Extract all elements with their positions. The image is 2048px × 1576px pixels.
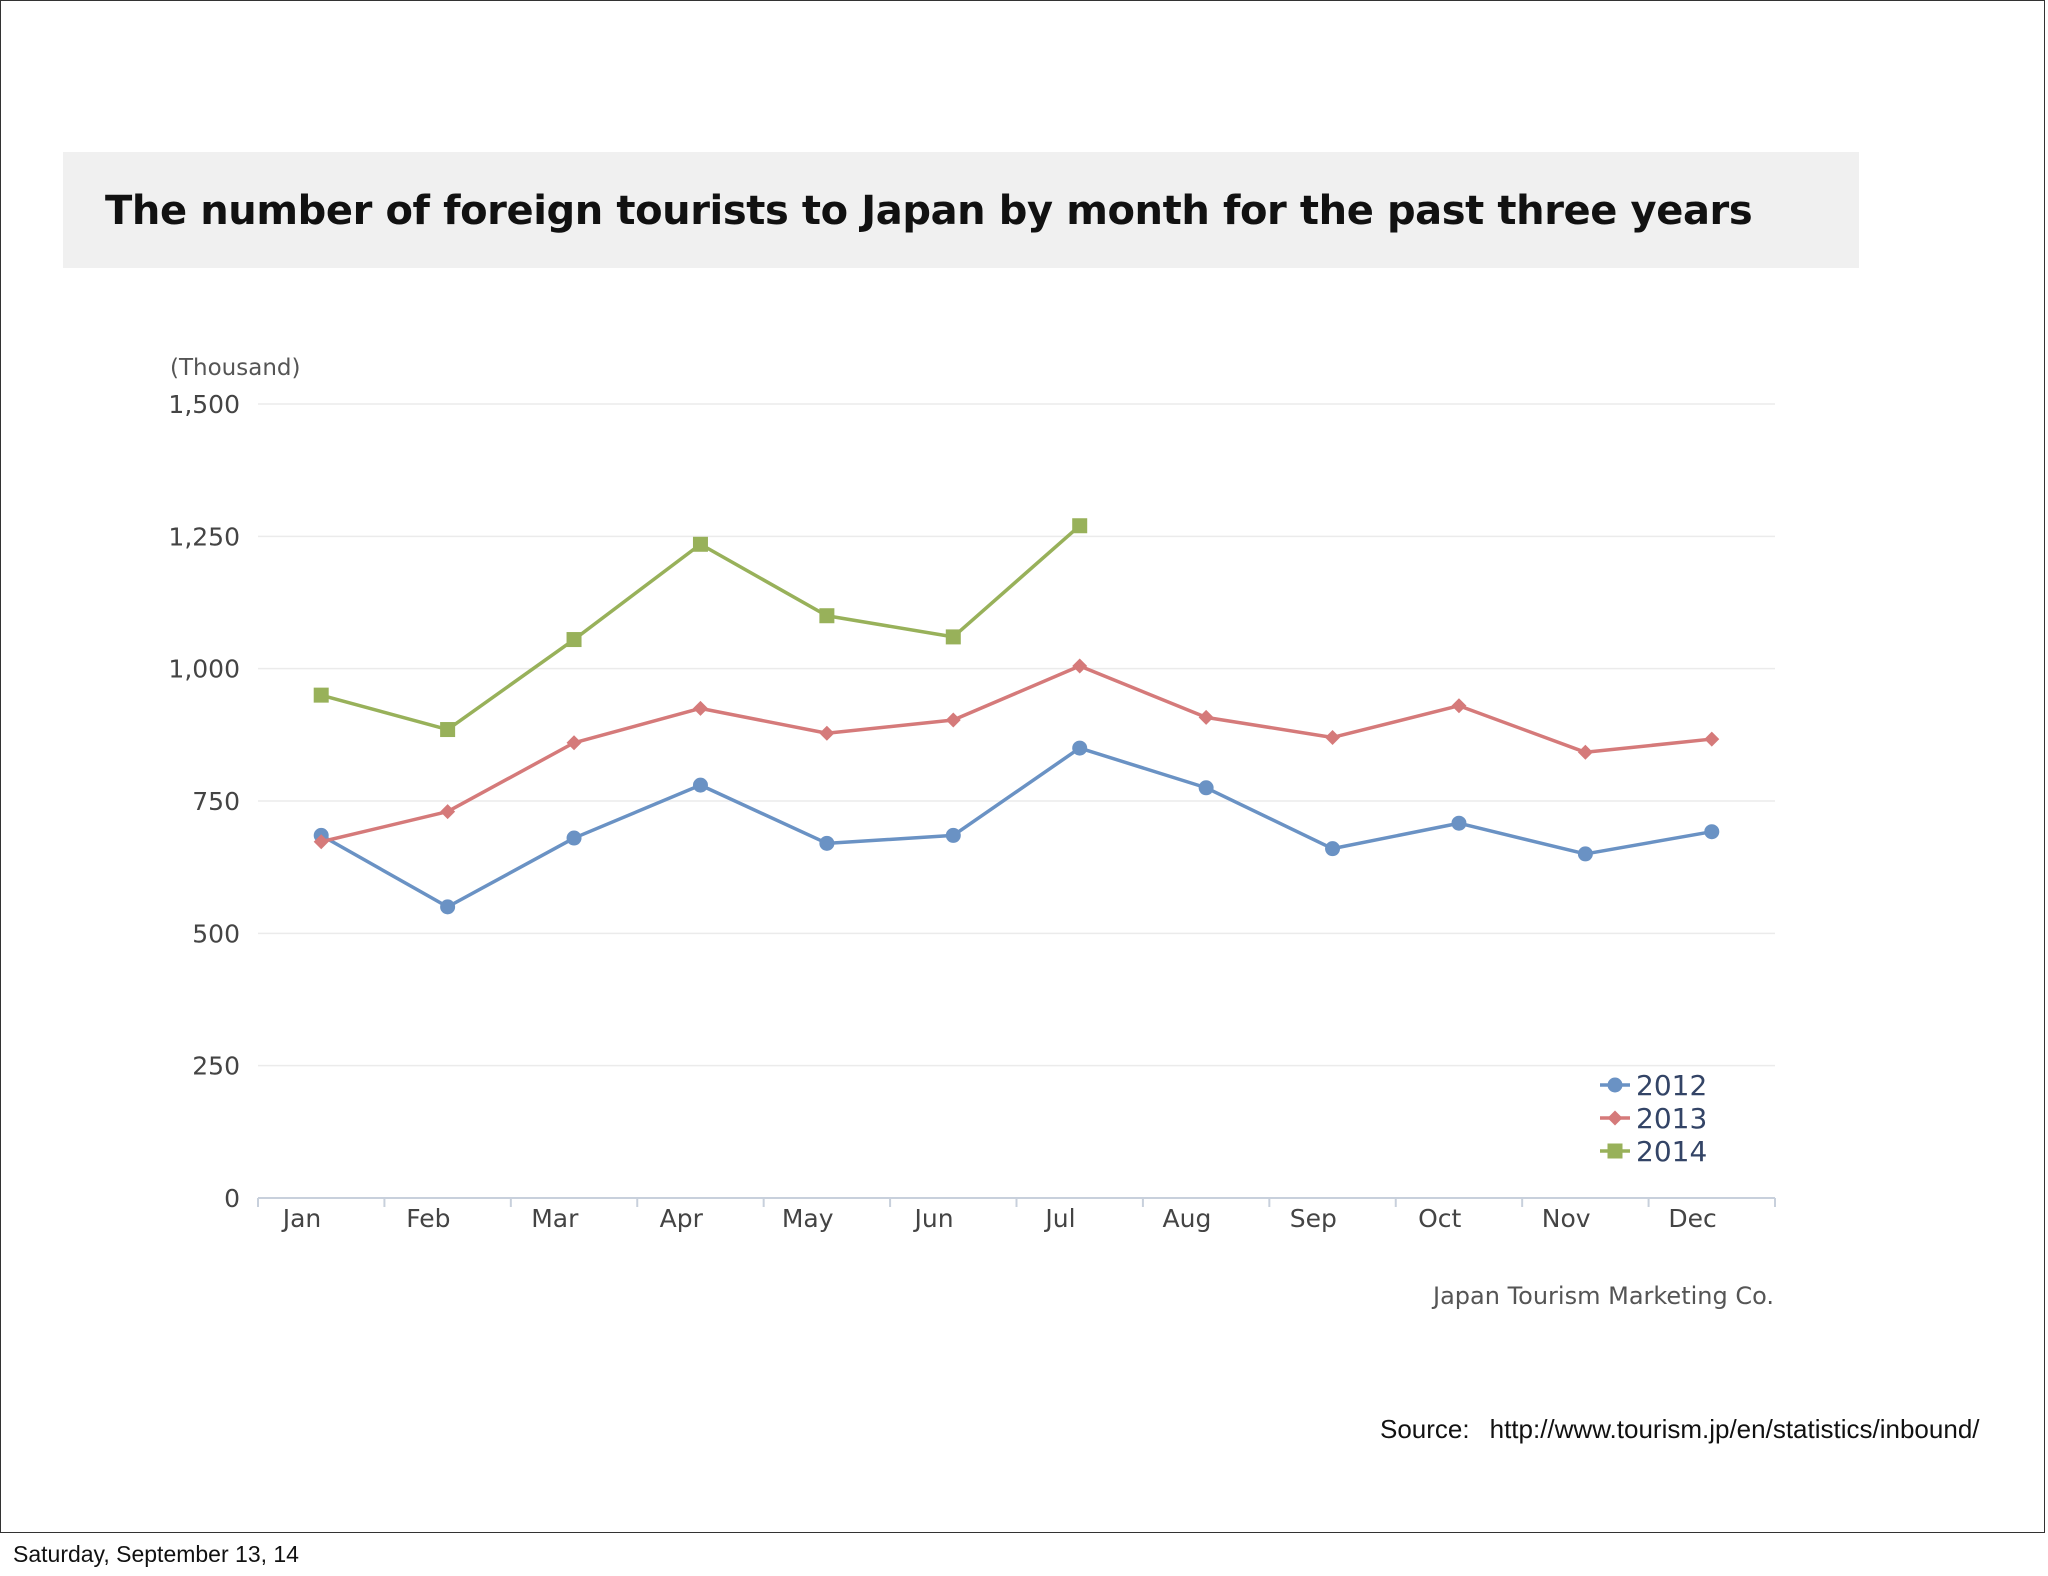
data-point-2013 [566, 735, 582, 751]
source-note: Source: http://www.tourism.jp/en/statisti… [1380, 1414, 1980, 1445]
x-tick-label: Feb [406, 1204, 450, 1233]
y-axis-label: (Thousand) [170, 355, 300, 381]
legend-marker [1607, 1110, 1623, 1126]
data-point-2013 [945, 712, 961, 728]
x-tick-label: Aug [1163, 1204, 1212, 1233]
series-line-2013 [320, 664, 1712, 844]
data-point-2012 [1451, 815, 1467, 831]
data-point-2014 [440, 722, 456, 738]
chart-credit: Japan Tourism Marketing Co. [1431, 1282, 1774, 1310]
data-point-2012 [440, 899, 456, 915]
x-tick-label: May [782, 1204, 834, 1233]
legend-marker [1607, 1143, 1623, 1159]
footer-date: Saturday, September 13, 14 [13, 1541, 299, 1567]
y-tick-label: 250 [192, 1052, 240, 1081]
data-point-2013 [440, 804, 456, 820]
legend-item-2013: 2013 [1600, 1102, 1707, 1135]
legend-item-2014: 2014 [1600, 1135, 1707, 1168]
x-tick-label: Oct [1418, 1204, 1461, 1233]
x-axis: Jan Feb Mar Apr May Jun Jul Aug Sep Oct Nov Dec [257, 1197, 1776, 1233]
data-point-2013 [1451, 698, 1467, 714]
legend-label: 2012 [1636, 1069, 1707, 1102]
data-point-2013 [819, 725, 835, 741]
slide: The number of foreign tourists to Japan … [0, 0, 2045, 1533]
data-point-2012 [1072, 740, 1088, 756]
series-2012 [313, 740, 1720, 915]
y-tick-labels: 0 250 500 750 1,000 1,250 1,500 [168, 390, 240, 1213]
series-line-2014 [320, 524, 1081, 732]
data-point-2014 [819, 608, 835, 624]
data-point-2012 [819, 835, 835, 851]
series-group [313, 518, 1720, 915]
source-label: Source: [1380, 1414, 1470, 1444]
y-tick-label: 1,500 [168, 390, 240, 419]
x-tick-label: Jun [913, 1204, 954, 1233]
y-tick-label: 1,000 [168, 655, 240, 684]
y-tick-label: 500 [192, 919, 240, 948]
x-tick-label: Jul [1043, 1204, 1075, 1233]
legend-item-2012: 2012 [1600, 1069, 1707, 1102]
x-tick-label: Mar [531, 1204, 579, 1233]
x-tick-label: Nov [1542, 1204, 1591, 1233]
data-point-2012 [692, 777, 708, 793]
series-line-2012 [320, 746, 1713, 909]
data-point-2013 [692, 700, 708, 716]
x-tick-label: Sep [1290, 1204, 1337, 1233]
x-tick-label: Dec [1668, 1204, 1716, 1233]
data-point-2014 [566, 632, 582, 648]
data-point-2014 [692, 536, 708, 552]
data-point-2012 [945, 827, 961, 843]
legend-label: 2014 [1636, 1135, 1707, 1168]
data-point-2014 [1072, 518, 1088, 534]
chart-title: The number of foreign tourists to Japan … [105, 188, 1753, 234]
data-point-2014 [313, 687, 329, 703]
data-point-2014 [945, 629, 961, 645]
data-point-2013 [1704, 731, 1720, 747]
data-point-2013 [313, 834, 329, 850]
data-point-2012 [1577, 846, 1593, 862]
x-tick-label: Apr [660, 1204, 704, 1233]
series-2014 [313, 518, 1088, 738]
y-tick-label: 750 [192, 787, 240, 816]
data-point-2013 [1072, 658, 1088, 674]
y-tick-label: 1,250 [168, 522, 240, 551]
source-url[interactable]: http://www.tourism.jp/en/statistics/inbo… [1489, 1414, 1980, 1444]
chart-title-band: The number of foreign tourists to Japan … [63, 152, 1859, 268]
data-point-2013 [1325, 729, 1341, 745]
series-2013 [313, 658, 1720, 850]
x-tick-label: Jan [281, 1204, 322, 1233]
gridlines [258, 403, 1775, 1067]
data-point-2013 [1577, 744, 1593, 760]
y-tick-label: 0 [224, 1184, 240, 1213]
data-point-2013 [1198, 709, 1214, 725]
legend-marker [1607, 1077, 1623, 1093]
legend-label: 2013 [1636, 1102, 1707, 1135]
data-point-2012 [566, 830, 582, 846]
data-point-2012 [1704, 824, 1720, 840]
data-point-2012 [1325, 841, 1341, 857]
data-point-2012 [1198, 780, 1214, 796]
